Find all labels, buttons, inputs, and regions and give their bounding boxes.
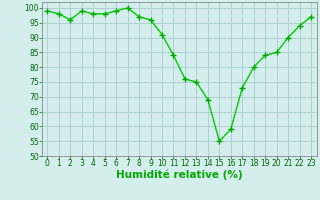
X-axis label: Humidité relative (%): Humidité relative (%)	[116, 169, 243, 180]
